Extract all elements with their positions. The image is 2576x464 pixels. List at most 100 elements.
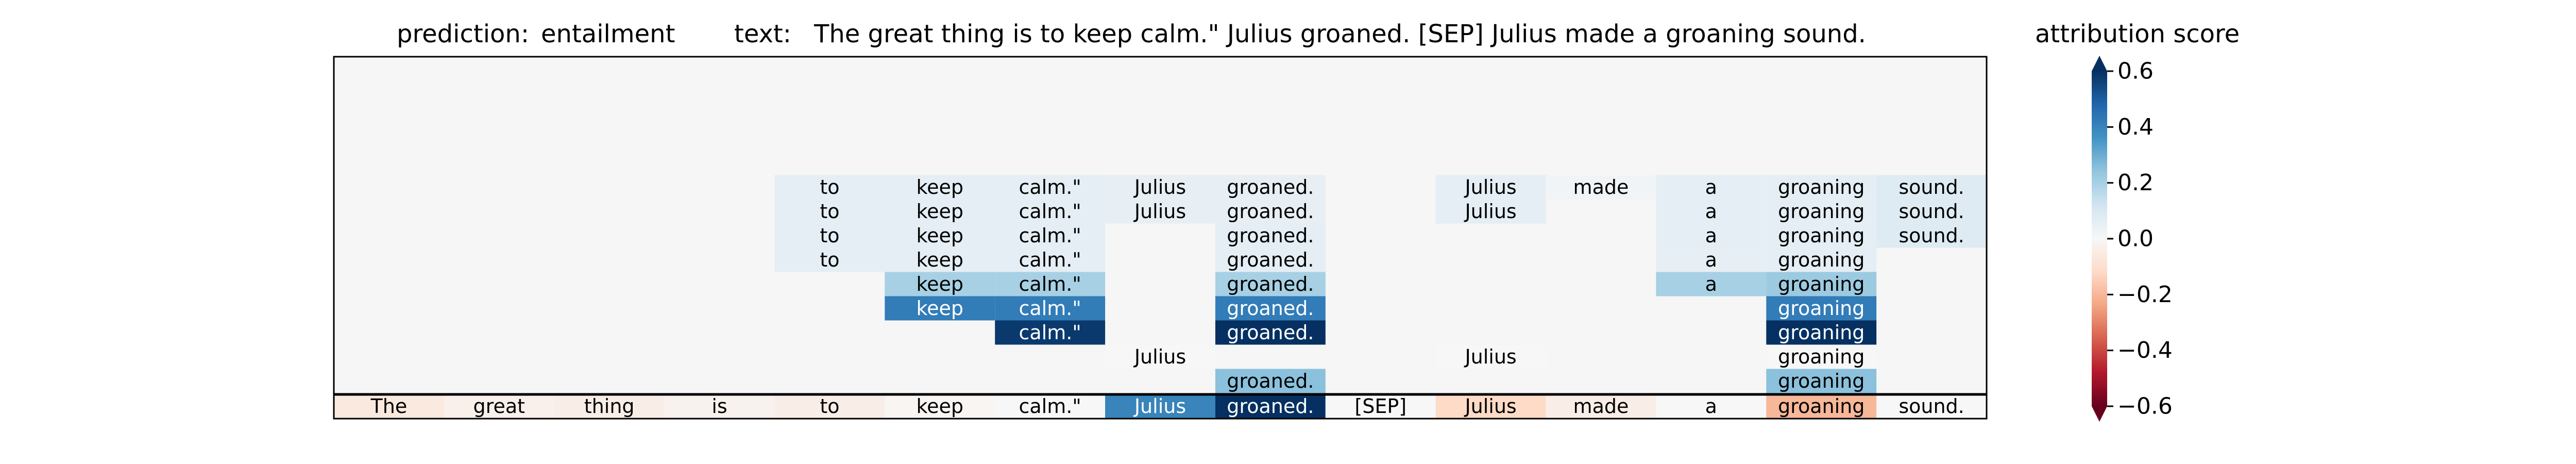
- heatmap-row8-7-label: Julius: [1133, 345, 1186, 368]
- heatmap-row1-14-label: sound.: [1899, 176, 1964, 198]
- heatmap-row1-13-cell: [1766, 175, 1877, 200]
- heatmap-row2-8-label: groaned.: [1227, 200, 1314, 223]
- heatmap-row1-4-cell: [774, 175, 885, 200]
- heatmap-row2-7-label: Julius: [1133, 200, 1186, 223]
- heatmap-row5-8-cell: [1215, 272, 1326, 296]
- heatmap-row2-6-label: calm.": [1019, 200, 1081, 223]
- heatmap-row2-4-cell: [774, 199, 885, 224]
- token-row-5-label: keep: [917, 395, 964, 418]
- heatmap-row6-5-cell: [885, 296, 995, 321]
- colorbar-gradient: [2092, 71, 2107, 406]
- token-row-9-cell: [1325, 394, 1436, 419]
- token-row-14-label: sound.: [1899, 395, 1964, 418]
- heatmap-row9-8-label: groaned.: [1227, 370, 1314, 392]
- token-row-14-cell: [1876, 394, 1987, 419]
- token-row-4-cell: [774, 394, 885, 419]
- heatmap-row3-8-cell: [1215, 223, 1326, 248]
- heatmap-row7-13-cell: [1766, 320, 1877, 345]
- heatmap-row2-5-label: keep: [917, 200, 964, 223]
- heatmap-row3-4-cell: [774, 223, 885, 248]
- heatmap-row4-8-cell: [1215, 247, 1326, 272]
- heatmap-row1-10-cell: [1435, 175, 1546, 200]
- heatmap-row2-5-cell: [885, 199, 995, 224]
- heatmap-row5-13-label: groaning: [1778, 273, 1865, 295]
- token-row-1-cell: [444, 394, 554, 419]
- token-row-3-cell: [664, 394, 775, 419]
- heatmap-row4-5-label: keep: [917, 248, 964, 271]
- heatmap-row6-8-label: groaned.: [1227, 297, 1314, 320]
- heatmap-row7-13-label: groaning: [1778, 321, 1865, 344]
- heatmap-row2-7-cell: [1105, 199, 1215, 224]
- heatmap-row4-6-cell: [995, 247, 1106, 272]
- heatmap-row4-4-label: to: [820, 248, 839, 271]
- heatmap-row1-12-label: a: [1705, 176, 1717, 198]
- heatmap-row2-10-label: Julius: [1464, 200, 1516, 223]
- heatmap-row2-12-label: a: [1705, 200, 1717, 223]
- token-row-0-label: The: [370, 395, 408, 418]
- heatmap-row5-6-cell: [995, 272, 1106, 296]
- colorbar: 0.6 0.4 0.2 0.0 −0.2 −0.4 −0.6: [2092, 56, 2173, 422]
- colorbar-tick-label: 0.2: [2117, 170, 2154, 196]
- heatmap-row3-8-label: groaned.: [1227, 224, 1314, 247]
- heatmap-row3-14-label: sound.: [1899, 224, 1964, 247]
- colorbar-tick-label: −0.4: [2117, 337, 2173, 363]
- heatmap-row8-10-cell: [1435, 344, 1546, 369]
- prediction-value: entailment: [541, 20, 675, 48]
- heatmap-row4-12-label: a: [1705, 248, 1717, 271]
- heatmap-row9-8-cell: [1215, 369, 1326, 393]
- heatmap-row4-8-label: groaned.: [1227, 248, 1314, 271]
- heatmap-row5-8-label: groaned.: [1227, 273, 1314, 295]
- token-row-9-label: [SEP]: [1354, 395, 1406, 418]
- heatmap-row6-13-label: groaning: [1778, 297, 1865, 320]
- heatmap-row4-13-cell: [1766, 247, 1877, 272]
- colorbar-tick-label: −0.6: [2117, 393, 2173, 420]
- heatmap-row8-10-label: Julius: [1464, 345, 1516, 368]
- heatmap-row1-6-cell: [995, 175, 1106, 200]
- heatmap-row1-11-cell: [1546, 175, 1656, 200]
- heatmap-row8-13-label: groaning: [1778, 345, 1865, 368]
- colorbar-tick-label: 0.0: [2117, 226, 2154, 252]
- token-row-0-cell: [334, 394, 444, 419]
- heatmap-row4-5-cell: [885, 247, 995, 272]
- token-row-12-cell: [1656, 394, 1767, 419]
- heatmap-row2-13-label: groaning: [1778, 200, 1865, 223]
- heatmap-row3-12-label: a: [1705, 224, 1717, 247]
- colorbar-tick-label: 0.4: [2117, 114, 2154, 140]
- heatmap-row2-14-label: sound.: [1899, 200, 1964, 223]
- heatmap-cells: to keep calm." Julius groaned. Julius made a gro…: [334, 175, 1987, 419]
- heatmap-row4-4-cell: [774, 247, 885, 272]
- heatmap-row4-6-label: calm.": [1019, 248, 1081, 271]
- heatmap-row3-13-cell: [1766, 223, 1877, 248]
- heatmap-row5-13-cell: [1766, 272, 1877, 296]
- heatmap-row5-5-label: keep: [917, 273, 964, 295]
- heatmap-row3-14-cell: [1876, 223, 1987, 248]
- heatmap-row6-6-cell: [995, 296, 1106, 321]
- token-row-11-label: made: [1573, 395, 1629, 418]
- heatmap-row1-6-label: calm.": [1019, 176, 1081, 198]
- heatmap-row1-10-label: Julius: [1464, 176, 1516, 198]
- token-row-3-label: is: [711, 395, 727, 418]
- heatmap-row6-5-label: keep: [917, 297, 964, 320]
- heatmap-row7-8-label: groaned.: [1227, 321, 1314, 344]
- heatmap-row2-12-cell: [1656, 199, 1767, 224]
- heatmap-row3-5-cell: [885, 223, 995, 248]
- heatmap-frame: [333, 56, 1988, 420]
- colorbar-bottom-extension: [2092, 406, 2107, 422]
- heatmap-row7-6-cell: [995, 320, 1106, 345]
- heatmap-row1-13-label: groaning: [1778, 176, 1865, 198]
- heatmap-row7-8-cell: [1215, 320, 1326, 345]
- heatmap-row5-12-cell: [1656, 272, 1767, 296]
- heatmap-row1-7-label: Julius: [1133, 176, 1186, 198]
- heatmap-row6-6-label: calm.": [1019, 297, 1081, 320]
- token-row-2-label: thing: [584, 395, 635, 418]
- heatmap-row5-5-cell: [885, 272, 995, 296]
- heatmap-row8-13-cell: [1766, 344, 1877, 369]
- heatmap-row8-7-cell: [1105, 344, 1215, 369]
- heatmap-row1-8-label: groaned.: [1227, 176, 1314, 198]
- token-row-4-label: to: [820, 395, 839, 418]
- colorbar-tick-label: −0.2: [2117, 281, 2173, 308]
- token-row-8-label: groaned.: [1227, 395, 1314, 418]
- heatmap-row5-12-label: a: [1705, 273, 1717, 295]
- text-value: The great thing is to keep calm." Julius…: [814, 20, 1866, 48]
- prediction-label: prediction:: [397, 20, 529, 48]
